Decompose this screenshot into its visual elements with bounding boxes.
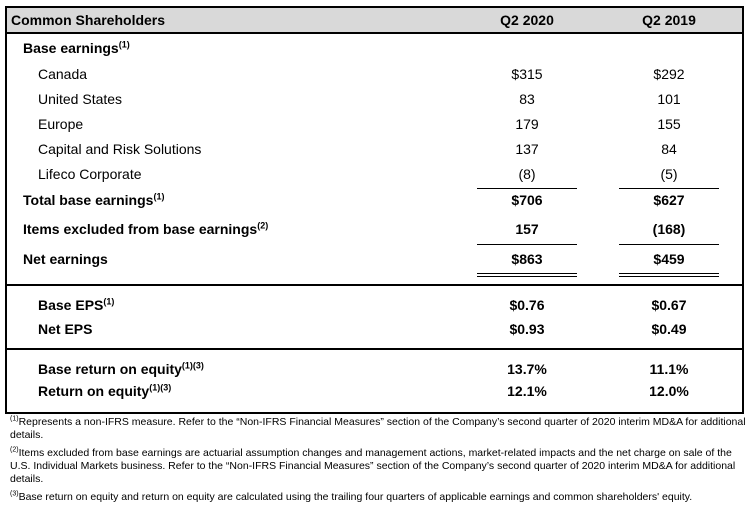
double-underline [477,273,577,274]
row-label: Lifeco Corporate [38,166,142,182]
section-divider [7,348,742,350]
footnote-2: (2)Items excluded from base earnings are… [10,446,736,486]
row-value-q2-2019: 155 [657,116,681,132]
row-value-q2-2020: (8) [518,166,536,182]
row-label: Return on equity(1)(3) [38,382,172,399]
row-value-q2-2020: 83 [519,91,535,107]
earnings-table: Common Shareholders Q2 2020 Q2 2019 Base… [5,6,744,414]
net-earnings-row: Net earnings $863 $459 [7,249,742,271]
row-label: Total base earnings(1) [23,191,165,208]
row-value-q2-2020: $0.93 [509,321,545,337]
row-value-q2-2019: $459 [653,251,685,267]
header-title: Common Shareholders [11,12,166,28]
row-value-q2-2020: $0.76 [509,297,545,313]
row-label: Net EPS [38,321,93,337]
row-label: United States [38,91,123,107]
row-value-q2-2020: 157 [515,221,539,237]
net-earnings-underline [477,244,577,245]
row-value-q2-2019: $627 [653,192,685,208]
base-earnings-heading: Base earnings(1) [23,39,130,56]
base-roe-row: Base return on equity(1)(3) 13.7% 11.1% [7,359,742,381]
row-label: Items excluded from base earnings(2) [23,220,269,237]
footnote-3: (3)Base return on equity and return on e… [10,490,693,504]
row-label: Base EPS(1) [38,296,115,313]
table-header: Common Shareholders Q2 2020 Q2 2019 [7,8,742,34]
row-value-q2-2019: 11.1% [649,361,689,377]
footnotes: (1)Represents a non-IFRS measure. Refer … [10,416,746,509]
table-row: Canada $315 $292 [7,64,742,86]
subtotal-underline [477,188,577,189]
row-value-q2-2019: (5) [660,166,678,182]
footnote-1: (1)Represents a non-IFRS measure. Refer … [10,415,746,442]
section-divider [7,284,742,286]
row-label: Europe [38,116,84,132]
table-row: United States 83 101 [7,89,742,111]
subtotal-underline [619,188,719,189]
double-underline [477,276,577,277]
row-value-q2-2019: $292 [653,66,685,82]
total-base-earnings-row: Total base earnings(1) $706 $627 [7,190,742,212]
row-value-q2-2019: 12.0% [649,383,689,399]
table-row: Capital and Risk Solutions 137 84 [7,139,742,161]
row-value-q2-2020: $706 [511,192,543,208]
row-value-q2-2019: $0.49 [651,321,687,337]
items-excluded-row: Items excluded from base earnings(2) 157… [7,219,742,241]
row-value-q2-2020: 137 [515,141,539,157]
row-value-q2-2020: 13.7% [507,361,547,377]
header-col-q2-2019: Q2 2019 [642,12,696,28]
row-label: Net earnings [23,251,108,267]
row-value-q2-2019: 101 [657,91,681,107]
row-label: Canada [38,66,88,82]
base-earnings-heading-row: Base earnings(1) [7,38,742,60]
row-value-q2-2020: 179 [515,116,539,132]
row-label: Base return on equity(1)(3) [38,360,204,377]
net-eps-row: Net EPS $0.93 $0.49 [7,319,742,341]
table-row: Lifeco Corporate (8) (5) [7,164,742,186]
base-eps-row: Base EPS(1) $0.76 $0.67 [7,295,742,317]
row-value-q2-2019: $0.67 [651,297,687,313]
row-value-q2-2020: $315 [511,66,543,82]
double-underline [619,273,719,274]
row-value-q2-2020: $863 [511,251,543,267]
row-label: Capital and Risk Solutions [38,141,202,157]
double-underline [619,276,719,277]
net-earnings-underline [619,244,719,245]
row-value-q2-2020: 12.1% [507,383,547,399]
row-value-q2-2019: 84 [661,141,677,157]
row-value-q2-2019: (168) [652,221,686,237]
header-col-q2-2020: Q2 2020 [500,12,554,28]
roe-row: Return on equity(1)(3) 12.1% 12.0% [7,381,742,403]
table-row: Europe 179 155 [7,114,742,136]
